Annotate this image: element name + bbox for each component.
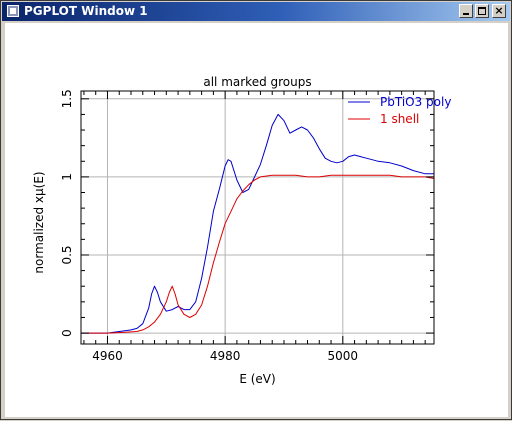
- y-tick-label: 1: [60, 173, 74, 181]
- maximize-icon: [478, 7, 486, 15]
- y-axis-label: normalized xμ(E): [32, 171, 46, 273]
- legend-label: PbTiO3 poly: [380, 95, 451, 109]
- y-tick-label: 0: [60, 329, 74, 337]
- legend-label: 1 shell: [380, 112, 419, 126]
- close-icon: ×: [494, 4, 504, 17]
- close-button[interactable]: ×: [492, 4, 506, 18]
- series-line-1: [81, 113, 434, 334]
- series-lines: [81, 113, 435, 334]
- plot-frame: [80, 90, 435, 345]
- window-title: PGPLOT Window 1: [24, 4, 148, 18]
- y-tick-label: 1.5: [60, 89, 74, 108]
- minimize-button[interactable]: [459, 4, 473, 18]
- title-bar[interactable]: PGPLOT Window 1 ×: [2, 2, 510, 21]
- pgplot-app-icon[interactable]: [7, 5, 19, 17]
- chart-title: all marked groups: [203, 75, 311, 89]
- series-line-2: [81, 174, 435, 334]
- x-tick-label: 4980: [210, 349, 241, 363]
- x-axis-label: E (eV): [239, 372, 275, 386]
- x-tick-label: 4960: [92, 349, 123, 363]
- minimize-icon: [463, 13, 469, 15]
- plot-canvas: 4960 4980 5000 0 0.5 1 1.5 all marked groups E…: [5, 23, 508, 417]
- x-tick-label: 5000: [328, 349, 359, 363]
- axis-ticks: 4960 4980 5000 0 0.5 1 1.5: [60, 89, 434, 363]
- y-tick-label: 0.5: [60, 245, 74, 264]
- line-chart: 4960 4980 5000 0 0.5 1 1.5 all marked groups E…: [32, 75, 451, 386]
- grid: [81, 91, 434, 344]
- legend: PbTiO3 poly 1 shell: [348, 95, 451, 126]
- maximize-button[interactable]: [475, 4, 489, 18]
